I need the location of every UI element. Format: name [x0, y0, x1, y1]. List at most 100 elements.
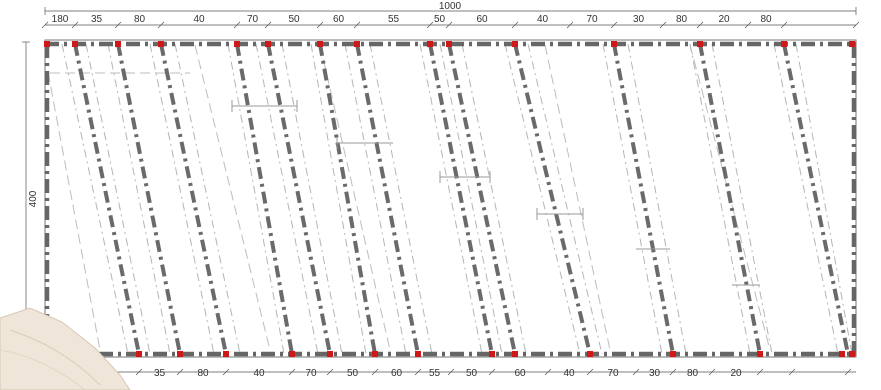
- paper-corner-decoration: [0, 307, 131, 390]
- top-node: [354, 41, 360, 47]
- diagonal-stripes: [61, 43, 853, 355]
- dimension-tick: [157, 21, 165, 29]
- dimension-tick: [41, 21, 49, 29]
- top-node: [115, 41, 121, 47]
- secondary-member-line: [461, 43, 527, 355]
- dimension-label: 35: [154, 368, 166, 379]
- dimension-label: 70: [247, 14, 259, 25]
- dimension-tick: [586, 368, 594, 376]
- dimension-label: 70: [586, 14, 598, 25]
- dimension-tick: [445, 21, 453, 29]
- secondary-member-line: [689, 43, 751, 355]
- secondary-member-line: [281, 43, 343, 355]
- dimension-tick: [744, 21, 752, 29]
- bottom-node: [415, 351, 421, 357]
- dimension-label: 50: [434, 14, 446, 25]
- primary-member-line: [159, 43, 228, 355]
- dimension-label: 60: [333, 14, 345, 25]
- secondary-member-line: [107, 43, 171, 355]
- top-node: [611, 41, 617, 47]
- dimension-label: 50: [466, 368, 478, 379]
- bottom-node: [223, 351, 229, 357]
- overall-width-label: 1000: [439, 1, 462, 12]
- dimension-tick: [264, 21, 272, 29]
- dimension-label: 180: [52, 14, 69, 25]
- dimension-label: 35: [91, 14, 103, 25]
- dimension-tick: [511, 21, 519, 29]
- primary-member-line: [698, 43, 762, 355]
- primary-member-line: [782, 43, 850, 355]
- bottom-node: [587, 351, 593, 357]
- dimension-tick: [414, 368, 422, 376]
- dimension-tick: [176, 368, 184, 376]
- primary-member-line: [266, 43, 332, 355]
- dimension-label: 60: [391, 368, 403, 379]
- bottom-node: [839, 351, 845, 357]
- height-label: 400: [28, 190, 39, 207]
- dimension-label: 80: [197, 368, 209, 379]
- bottom-node: [136, 351, 142, 357]
- secondary-member-line: [711, 43, 773, 355]
- dimension-tick: [659, 21, 667, 29]
- overall-dimension: 1000: [44, 1, 857, 15]
- secondary-member-line: [795, 43, 853, 355]
- primary-member-line: [235, 43, 294, 355]
- dimension-label: 55: [388, 14, 400, 25]
- top-dimension-chain: 180 35 80 40 70 50 60 55 50 60 40 70 30 80 20 80: [41, 14, 860, 29]
- dimension-tick: [288, 368, 296, 376]
- bottom-node: [177, 351, 183, 357]
- secondary-member-line: [310, 43, 367, 355]
- secondary-member-line: [61, 43, 129, 355]
- secondary-member-line: [504, 43, 581, 355]
- bottom-node: [757, 351, 763, 357]
- dimension-label: 50: [288, 14, 300, 25]
- dimension-tick: [135, 368, 143, 376]
- secondary-member-line: [369, 43, 433, 355]
- top-node: [44, 41, 50, 47]
- dimension-tick: [788, 368, 796, 376]
- dimension-tick: [696, 21, 704, 29]
- dimension-label: 50: [347, 368, 359, 379]
- secondary-member-line: [149, 43, 215, 355]
- dimension-tick: [669, 368, 677, 376]
- primary-member-line: [447, 43, 517, 355]
- section-markers: [231, 100, 760, 286]
- dimension-tick: [114, 21, 122, 29]
- dimension-tick: [222, 368, 230, 376]
- dimension-tick: [371, 368, 379, 376]
- secondary-member-line: [174, 43, 241, 355]
- dimension-label: 20: [730, 368, 742, 379]
- dimension-label: 80: [676, 14, 688, 25]
- dimension-label: 55: [429, 368, 441, 379]
- dimension-tick: [780, 21, 788, 29]
- dimension-tick: [544, 368, 552, 376]
- top-node: [234, 41, 240, 47]
- top-node: [427, 41, 433, 47]
- top-node: [158, 41, 164, 47]
- primary-member-line: [513, 43, 592, 355]
- dimension-tick: [447, 368, 455, 376]
- top-node: [697, 41, 703, 47]
- primary-member-line: [73, 43, 141, 355]
- primary-member-line: [116, 43, 182, 355]
- dimension-label: 70: [607, 368, 619, 379]
- top-node: [265, 41, 271, 47]
- dimension-tick: [632, 368, 640, 376]
- dimension-tick: [233, 21, 241, 29]
- dimension-label: 60: [476, 14, 488, 25]
- top-node: [849, 41, 855, 47]
- dimension-label: 80: [687, 368, 699, 379]
- secondary-member-line: [419, 43, 483, 355]
- bottom-node: [670, 351, 676, 357]
- bottom-node: [489, 351, 495, 357]
- dimension-tick: [488, 368, 496, 376]
- secondary-member-line: [227, 43, 285, 355]
- dimension-label: 70: [305, 368, 317, 379]
- dimension-tick: [426, 21, 434, 29]
- primary-member-line: [428, 43, 494, 355]
- secondary-member-line: [85, 43, 151, 355]
- top-node: [446, 41, 452, 47]
- top-node: [512, 41, 518, 47]
